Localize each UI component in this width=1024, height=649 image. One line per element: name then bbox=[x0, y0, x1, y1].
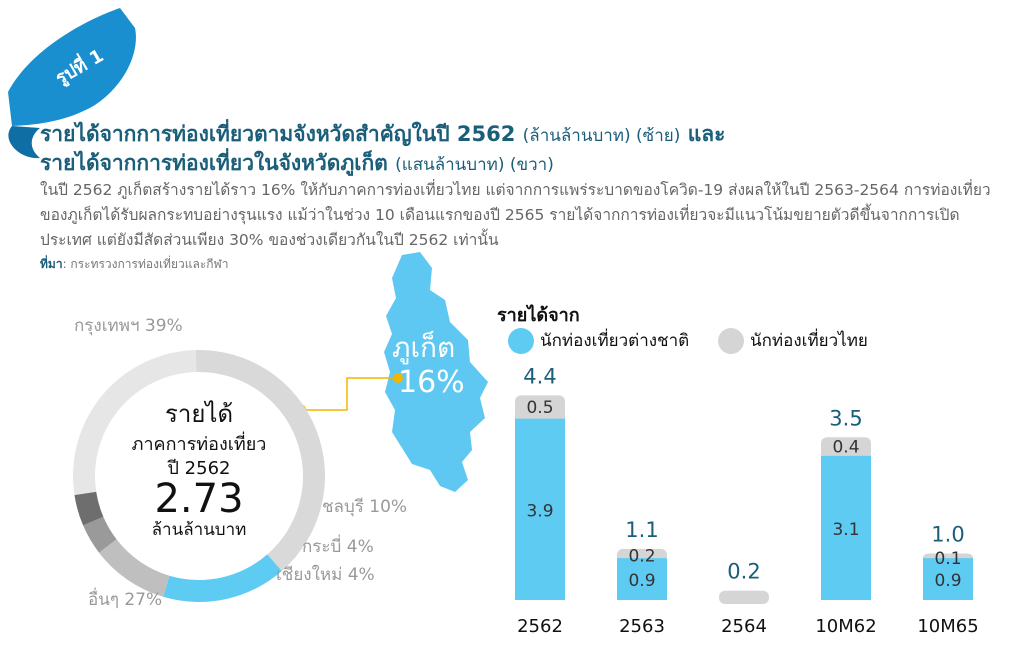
bar-foreign-cap-10M62 bbox=[821, 455, 871, 462]
map-label-percent: 16% bbox=[398, 365, 465, 400]
bar-thai-label-10M62: 0.4 bbox=[832, 438, 859, 458]
badge-curl bbox=[8, 126, 40, 159]
donut-label-others: อื่นๆ 27% bbox=[88, 587, 162, 610]
donut-center-line1: รายได้ bbox=[165, 400, 233, 428]
donut-slice-bangkok bbox=[195, 350, 326, 571]
description: ในปี 2562 ภูเก็ตสร้างรายได้ราว 16% ให้กั… bbox=[40, 181, 991, 249]
bar-total-2564: 0.2 bbox=[727, 560, 760, 584]
bar-foreign-label-2563: 0.9 bbox=[628, 571, 655, 591]
bar-total-10M62: 3.5 bbox=[829, 406, 862, 430]
donut-center-line2: ภาคการท่องเที่ยว bbox=[132, 431, 267, 455]
donut-slice-krabi bbox=[83, 516, 117, 553]
title-line-1: รายได้จากการท่องเที่ยวตามจังหวัดสำคัญในป… bbox=[40, 118, 725, 151]
legend-thai-label: นักท่องเที่ยวไทย bbox=[750, 331, 868, 351]
badge-ribbon: รูปที่ 1 bbox=[8, 8, 136, 159]
bar-thai-2564 bbox=[719, 590, 769, 604]
bar-foreign-10M62 bbox=[821, 455, 871, 600]
donut-center-unit: ล้านล้านบาท bbox=[152, 520, 247, 540]
bar-foreign-label-10M62: 3.1 bbox=[832, 520, 859, 540]
bar-foreign-cap-2563 bbox=[617, 558, 667, 565]
bar-thai-label-2562: 0.5 bbox=[526, 398, 553, 418]
callout-line bbox=[300, 377, 398, 411]
title-line1-main: รายได้จากการท่องเที่ยวตามจังหวัดสำคัญในป… bbox=[40, 122, 516, 146]
legend-foreign-label: นักท่องเที่ยวต่างชาติ bbox=[540, 331, 690, 351]
bar-thai-2562 bbox=[515, 395, 565, 423]
title-line2-main: รายได้จากการท่องเที่ยวในจังหวัดภูเก็ต bbox=[40, 151, 388, 175]
x-tick-2564: 2564 bbox=[721, 616, 767, 637]
donut-center-value: 2.73 bbox=[154, 476, 243, 522]
bar-foreign-cap-10M65 bbox=[923, 558, 973, 565]
donut-label-chonburi: ชลบุรี 10% bbox=[322, 497, 407, 517]
callout-dot-map bbox=[393, 373, 403, 383]
legend-foreign: นักท่องเที่ยวต่างชาติ bbox=[508, 327, 689, 354]
source-label: ที่มา bbox=[40, 257, 63, 271]
bar-foreign-cap-2562 bbox=[515, 418, 565, 425]
bar-foreign-label-10M65: 0.9 bbox=[934, 571, 961, 591]
donut-center-line3: ปี 2562 bbox=[167, 458, 230, 479]
donut-chart bbox=[73, 350, 326, 602]
bar-thai-10M62 bbox=[821, 437, 871, 460]
bar-total-2562: 4.4 bbox=[523, 364, 556, 388]
bar-foreign-2563 bbox=[617, 558, 667, 600]
donut-slice-chiangmai bbox=[74, 491, 104, 526]
title-line1-end: และ bbox=[687, 122, 726, 146]
bar-thai-label-10M65: 0.1 bbox=[934, 549, 961, 569]
donut-slice-others bbox=[73, 350, 197, 496]
x-tick-10M65: 10M65 bbox=[917, 616, 978, 637]
legend-thai-swatch bbox=[718, 327, 744, 354]
legend-foreign-swatch bbox=[508, 327, 534, 354]
source-note: ที่มา: กระทรวงการท่องเที่ยวและกีฬา bbox=[40, 255, 228, 274]
donut-label-krabi: กระบี่ 4% bbox=[302, 534, 374, 557]
x-tick-10M62: 10M62 bbox=[815, 616, 876, 637]
title-line1-sub: (ล้านล้านบาท) (ซ้าย) bbox=[522, 126, 681, 146]
badge-shape bbox=[8, 8, 136, 126]
phuket-map-shape bbox=[384, 252, 488, 492]
x-tick-2562: 2562 bbox=[517, 616, 563, 637]
stacked-bar-chart: 3.9 0.5 4.4 2562 0.9 0.2 1.1 2563 0.2 2564 3.1 0.4 3… bbox=[515, 364, 979, 637]
bar-thai-label-2563: 0.2 bbox=[628, 547, 655, 567]
donut-slice-chonburi bbox=[99, 539, 170, 597]
map-label-name: ภูเก็ต bbox=[392, 330, 455, 365]
legend-thai: นักท่องเที่ยวไทย bbox=[718, 327, 868, 354]
source-text: : กระทรวงการท่องเที่ยวและกีฬา bbox=[62, 257, 229, 271]
bar-total-2563: 1.1 bbox=[625, 518, 658, 542]
donut-label-chiangmai: เชียงใหม่ 4% bbox=[276, 564, 375, 585]
x-tick-2563: 2563 bbox=[619, 616, 665, 637]
title-line2-sub: (แสนล้านบาท) (ขวา) bbox=[395, 155, 554, 175]
bar-foreign-label-2562: 3.9 bbox=[526, 501, 553, 521]
bar-foreign-2562 bbox=[515, 418, 565, 600]
bar-chart-title: รายได้จาก bbox=[497, 305, 580, 326]
donut-slice-phuket bbox=[163, 554, 282, 602]
bar-foreign-10M65 bbox=[923, 558, 973, 600]
bar-total-10M65: 1.0 bbox=[931, 523, 964, 547]
title-line-2: รายได้จากการท่องเที่ยวในจังหวัดภูเก็ต (แ… bbox=[40, 147, 554, 180]
donut-label-bangkok: กรุงเทพฯ 39% bbox=[74, 316, 183, 336]
